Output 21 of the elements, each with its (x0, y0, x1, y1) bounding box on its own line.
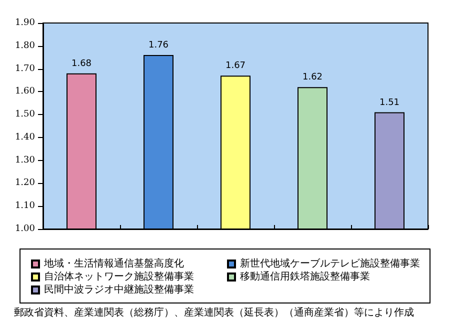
data-label: 1.68 (71, 58, 92, 69)
text: 郵政省資料、産業連関表（総務庁）、産業連関表（延長表）（通商産業省）等により作成 (14, 306, 414, 318)
data-label: 1.62 (302, 72, 323, 83)
data-label: 1.76 (148, 40, 169, 51)
legend-label: 民間中波ラジオ中継施設整備事業 (44, 284, 194, 296)
data-label: 1.67 (225, 61, 246, 72)
legend-label: 移動通信用鉄塔施設整備事業 (240, 270, 370, 282)
y-tick-label: 1.80 (14, 40, 36, 51)
data-label: 1.51 (379, 98, 400, 108)
y-tick-label: 1.10 (14, 201, 36, 212)
y-tick-label: 1.90 (14, 18, 36, 28)
legend-label: 新世代地域ケーブルテレビ施設整備事業 (240, 258, 420, 270)
y-tick-label: 1.30 (14, 155, 36, 166)
y-tick-label: 1.70 (14, 64, 36, 74)
y-tick-label: 1.60 (14, 86, 36, 97)
y-tick-label: 1.50 (14, 110, 36, 120)
y-tick-label: 1.20 (14, 178, 36, 188)
y-tick-label: 1.00 (14, 224, 36, 234)
legend-label: 地域・生活情報通信基盤高度化 (43, 258, 184, 270)
legend-label: 自治体ネットワーク施設整備事業 (44, 270, 194, 282)
y-tick-label: 1.40 (14, 132, 36, 142)
